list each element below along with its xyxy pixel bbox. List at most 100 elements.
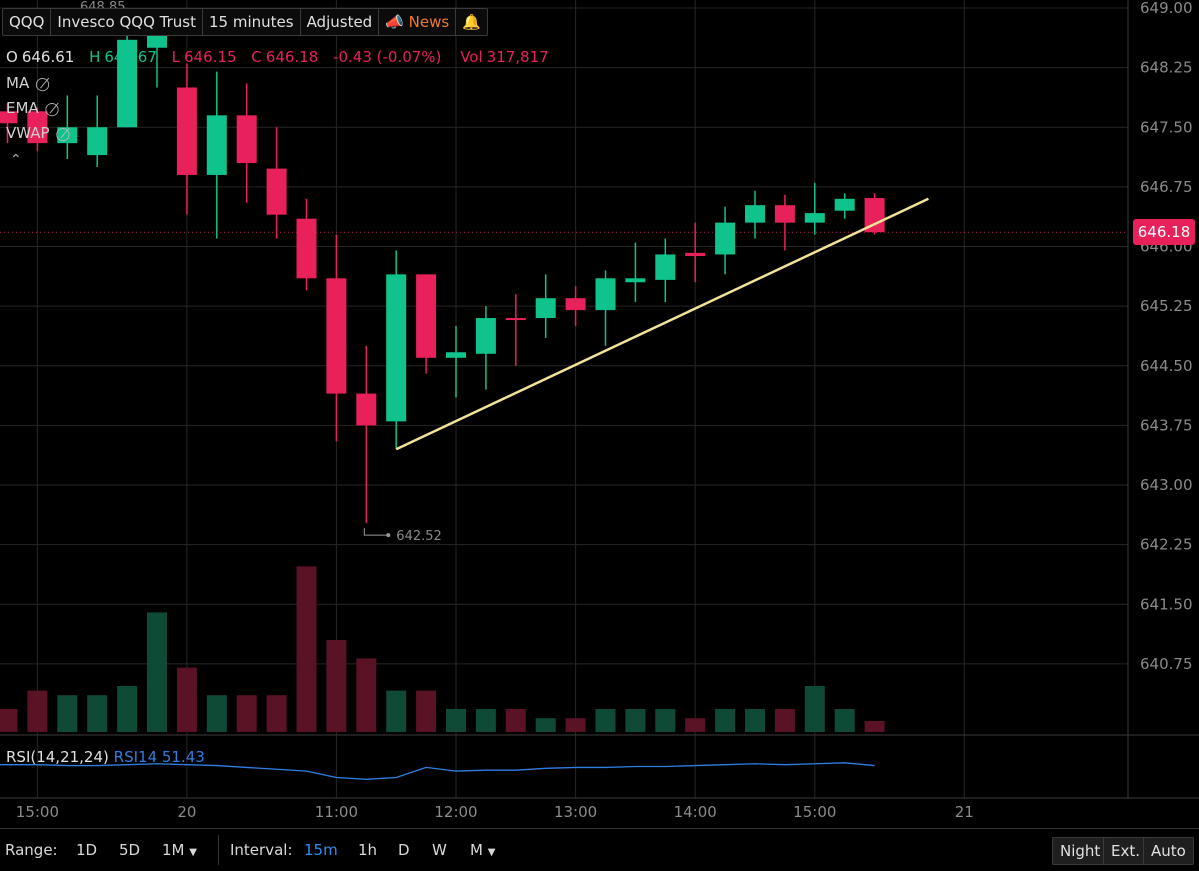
volume-bar	[416, 690, 437, 732]
volume-bar	[296, 566, 317, 732]
indicator-ma[interactable]: MA ◯̸	[6, 74, 50, 92]
rsi-value: RSI14 51.43	[113, 748, 205, 766]
x-tick-label: 11:00	[315, 803, 358, 821]
volume-bar	[834, 709, 855, 732]
volume-bar	[804, 686, 825, 732]
last-price-tag: 646.18	[1133, 219, 1195, 245]
volume-bar	[147, 612, 167, 732]
range-1m[interactable]: 1M ▼	[162, 841, 197, 859]
collapse-chevron-icon[interactable]: ⌃	[10, 152, 22, 168]
volume-bar	[475, 709, 496, 732]
trend-line[interactable]	[395, 197, 929, 451]
y-tick-label: 649.00	[1140, 0, 1193, 17]
volume-bar	[565, 718, 586, 732]
volume-bar	[715, 709, 736, 732]
interval-month[interactable]: M ▼	[470, 841, 495, 859]
adjusted-toggle[interactable]: Adjusted	[301, 9, 380, 35]
volume-bar	[864, 720, 885, 732]
news-button[interactable]: 📣 News	[379, 9, 457, 35]
candle-body	[87, 127, 108, 156]
volume-bar	[745, 709, 765, 732]
rsi-legend: RSI(14,21,24) RSI14 51.43	[6, 748, 205, 766]
volume-bar	[356, 658, 377, 732]
low-marker-label: 642.52	[396, 529, 442, 544]
y-tick-label: 644.50	[1140, 357, 1193, 375]
volume-value: 317,817	[486, 48, 549, 66]
megaphone-icon: 📣	[385, 13, 404, 31]
y-tick-label: 645.25	[1140, 297, 1193, 315]
extended-hours-button[interactable]: Ext.	[1103, 837, 1149, 865]
indicator-ma-label: MA	[6, 74, 30, 92]
y-tick-label: 643.00	[1140, 476, 1193, 494]
candle-body	[57, 127, 78, 144]
auto-scale-button[interactable]: Auto	[1143, 837, 1194, 865]
candle-body	[475, 318, 496, 354]
caret-down-icon: ▼	[189, 847, 197, 858]
candle-body	[625, 278, 646, 283]
low-value: 646.15	[184, 48, 237, 66]
volume-bar	[505, 709, 526, 732]
candle-body	[715, 222, 736, 255]
candle-body	[356, 393, 377, 426]
interval-selector[interactable]: 15 minutes	[203, 9, 301, 35]
range-5d[interactable]: 5D	[119, 841, 141, 859]
candles	[0, 11, 885, 524]
volume-bar	[326, 640, 347, 732]
interval-day[interactable]: D	[398, 841, 410, 859]
candle-body	[834, 198, 855, 211]
low-marker-dot	[386, 533, 391, 538]
low-label: L	[171, 48, 181, 66]
candle-body	[745, 205, 765, 223]
change-value: -0.43 (-0.07%)	[333, 48, 442, 66]
volume-bar	[625, 709, 646, 732]
volume-bar	[655, 709, 676, 732]
axis-labels: 649.00648.25647.50646.75646.00645.25644.…	[16, 0, 1193, 821]
high-value: 646.67	[104, 48, 157, 66]
candle-body	[326, 278, 347, 394]
interval-15m[interactable]: 15m	[304, 841, 338, 859]
volume-bar	[0, 709, 18, 732]
volume-bar	[117, 686, 138, 732]
eye-hidden-icon[interactable]: ◯̸	[55, 127, 71, 142]
indicator-vwap[interactable]: VWAP ◯̸	[6, 124, 70, 142]
indicator-ema[interactable]: EMA ◯̸	[6, 99, 59, 117]
candle-body	[774, 205, 795, 223]
candle-body	[117, 39, 138, 128]
candle-body	[27, 111, 48, 144]
symbol-toolbar: QQQ Invesco QQQ Trust 15 minutes Adjuste…	[2, 8, 488, 36]
low-marker-leader	[363, 528, 389, 536]
volume-bar	[236, 695, 257, 732]
rsi-study-label[interactable]: RSI(14,21,24)	[6, 748, 109, 766]
candle-body	[655, 254, 676, 280]
range-1d[interactable]: 1D	[76, 841, 98, 859]
volume-bar	[206, 695, 227, 732]
candle-body	[446, 352, 466, 358]
bell-icon: 🔔	[462, 13, 481, 31]
interval-month-label: M	[470, 841, 483, 859]
symbol[interactable]: QQQ	[3, 9, 52, 35]
rsi-panel	[0, 762, 875, 780]
eye-hidden-icon[interactable]: ◯̸	[35, 77, 50, 92]
volume-label: Vol	[460, 48, 483, 66]
bottom-toolbar: Range: 1D 5D 1M ▼ Interval: 15m 1h D W M…	[0, 828, 1199, 871]
interval-label: Interval:	[230, 841, 293, 859]
indicator-vwap-label: VWAP	[6, 124, 50, 142]
y-tick-label: 641.50	[1140, 595, 1193, 613]
candle-body	[0, 111, 18, 124]
volume-bar	[266, 695, 287, 732]
x-tick-label: 20	[177, 803, 196, 821]
news-label: News	[408, 13, 450, 31]
interval-week[interactable]: W	[432, 841, 447, 859]
indicator-ema-label: EMA	[6, 99, 39, 117]
eye-hidden-icon[interactable]: ◯̸	[44, 102, 60, 117]
candle-body	[685, 252, 706, 257]
interval-1h[interactable]: 1h	[358, 841, 378, 859]
volume-bar	[386, 690, 407, 732]
night-mode-button[interactable]: Night	[1052, 837, 1109, 865]
alert-button[interactable]: 🔔	[456, 9, 487, 35]
high-label: H	[89, 48, 101, 66]
candle-body	[386, 274, 407, 422]
candle-body	[864, 198, 885, 233]
open-value: 646.61	[21, 48, 75, 66]
